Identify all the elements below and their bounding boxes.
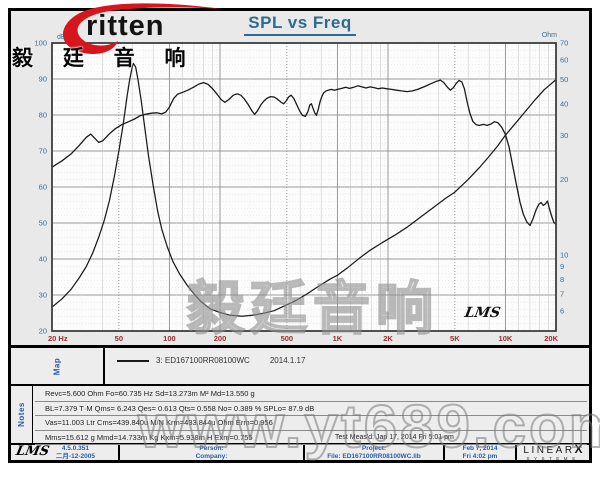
map-section: Map 3: ED167100RR08100WC 2014.1.17 xyxy=(11,345,589,386)
svg-text:40: 40 xyxy=(560,99,568,108)
notes-line-3: Vas=11.003 Ltr Cms=439.840u M/N Krm=433.… xyxy=(35,416,587,431)
notes-label-cell: Notes xyxy=(11,386,33,443)
footer: LMS 4.5.0.351 二月-12-2005 Person: Company… xyxy=(11,441,589,462)
svg-text:7: 7 xyxy=(560,289,564,298)
legend-text: 3: ED167100RR08100WC xyxy=(156,356,250,365)
notes-line-4-text: Mms=15.612 g Mmd=14.733m Kg Kxm=5.938m H… xyxy=(45,432,253,442)
svg-text:10K: 10K xyxy=(499,334,513,343)
svg-text:30: 30 xyxy=(39,291,47,300)
legend-date: 2014.1.17 xyxy=(269,356,306,365)
svg-text:100: 100 xyxy=(34,39,47,48)
page-title: SPL vs Freq xyxy=(244,13,356,36)
svg-text:2K: 2K xyxy=(383,334,393,343)
svg-text:60: 60 xyxy=(39,183,47,192)
footer-project-cell: Project: File: ED167100RR08100WC.lib xyxy=(305,445,445,460)
svg-text:5K: 5K xyxy=(450,334,460,343)
footer-lms-cell: LMS 4.5.0.351 二月-12-2005 xyxy=(11,444,120,460)
svg-text:50: 50 xyxy=(560,75,568,84)
svg-text:8: 8 xyxy=(560,275,564,284)
svg-text:10: 10 xyxy=(560,251,568,260)
footer-time: Fri 4:02 pm xyxy=(462,452,498,460)
curve-legend: 3: ED167100RR08100WC 2014.1.17 xyxy=(117,356,305,365)
svg-text:30: 30 xyxy=(560,131,568,140)
project-label: Project: xyxy=(361,445,387,453)
file-label: File: ED167100RR08100WC.lib xyxy=(327,452,421,460)
svg-text:Ohm: Ohm xyxy=(542,32,557,39)
footer-linearx-cell: LINEARX SYSTEMS xyxy=(517,441,589,462)
measured-timestamp: Test Meas'd: Jan 17, 2014 Fri 5:01 pm xyxy=(335,433,454,441)
notes-lines: Revc=5.600 Ohm Fo=60.735 Hz Sd=13.273m M… xyxy=(35,387,587,445)
svg-text:20: 20 xyxy=(39,327,47,336)
legend-line-swatch xyxy=(117,359,149,362)
linearx-logo: LINEARX xyxy=(523,441,583,456)
svg-text:60: 60 xyxy=(560,55,568,64)
map-label: Map xyxy=(52,357,62,375)
lms-version: 4.5.0.351 xyxy=(61,445,89,453)
map-divider xyxy=(103,348,105,384)
svg-text:500: 500 xyxy=(281,334,294,343)
footer-person-cell: Person: Company: xyxy=(120,445,305,460)
svg-text:80: 80 xyxy=(39,111,47,120)
lms-version-block: 4.5.0.351 二月-12-2005 xyxy=(56,445,95,459)
svg-text:20: 20 xyxy=(560,175,568,184)
linearx-systems: SYSTEMS xyxy=(526,456,580,462)
svg-text:200: 200 xyxy=(214,334,227,343)
svg-text:50: 50 xyxy=(39,219,47,228)
svg-text:20 Hz: 20 Hz xyxy=(48,334,68,343)
company-label: Company: xyxy=(195,452,228,460)
svg-text:40: 40 xyxy=(39,255,47,264)
svg-text:70: 70 xyxy=(560,38,568,47)
footer-date-cell: Feb 7, 2014 Fri 4:02 pm xyxy=(445,445,517,460)
svg-text:50: 50 xyxy=(115,334,123,343)
svg-text:90: 90 xyxy=(39,75,47,84)
notes-label: Notes xyxy=(17,402,27,427)
svg-text:6: 6 xyxy=(560,306,564,315)
notes-section: Notes Revc=5.600 Ohm Fo=60.735 Hz Sd=13.… xyxy=(11,386,589,445)
page-title-wrap: SPL vs Freq xyxy=(11,13,589,36)
notes-line-4: Mms=15.612 g Mmd=14.733m Kg Kxm=5.938m H… xyxy=(35,431,587,445)
notes-line-2: BL=7.379 T·M Qms= 6.243 Qes= 0.613 Qts= … xyxy=(35,402,587,416)
svg-text:70: 70 xyxy=(39,147,47,156)
person-label: Person: xyxy=(199,445,224,453)
footer-date: Feb 7, 2014 xyxy=(462,445,498,453)
svg-text:20K: 20K xyxy=(544,334,558,343)
linearx-x: X xyxy=(574,441,583,456)
lms-logo: LMS xyxy=(14,444,51,460)
svg-text:1K: 1K xyxy=(333,334,343,343)
notes-line-1: Revc=5.600 Ohm Fo=60.735 Hz Sd=13.273m M… xyxy=(35,387,587,402)
lms-date-cn: 二月-12-2005 xyxy=(55,452,95,460)
map-label-cell: Map xyxy=(11,348,103,384)
svg-text:100: 100 xyxy=(163,334,176,343)
svg-text:9: 9 xyxy=(560,262,564,271)
svg-text:LMS: LMS xyxy=(462,305,501,321)
report-frame: SPL vs Freq 100 90 80 70 60 50 40 30 20 dB SPL 70 6… xyxy=(8,8,592,463)
